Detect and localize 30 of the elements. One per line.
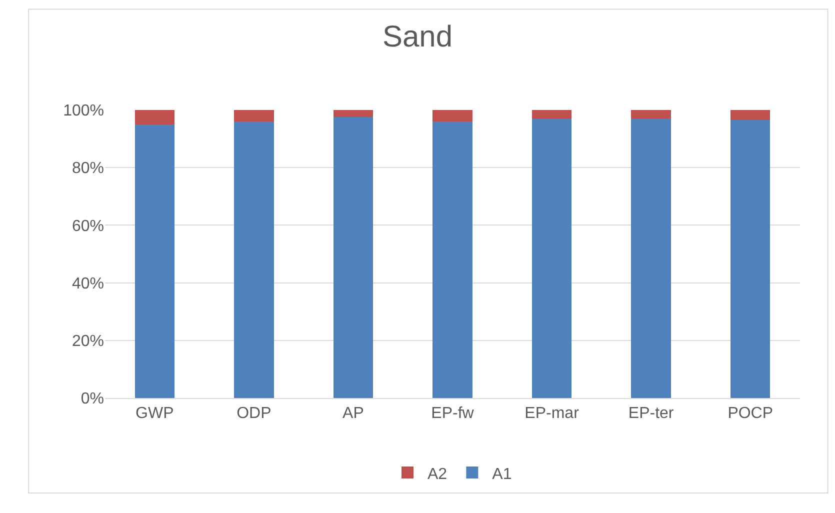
y-tick-label: 0%: [80, 390, 104, 408]
y-tick-label: 20%: [72, 333, 104, 350]
bar: [333, 117, 374, 398]
bar: [730, 110, 770, 120]
x-tick-label: ODP: [236, 405, 272, 422]
bar: [532, 110, 572, 119]
chart-title: Sand: [382, 20, 453, 54]
bar: [134, 124, 174, 398]
x-tick-label: POCP: [728, 405, 774, 422]
bar: [432, 122, 472, 398]
y-tick-label: 80%: [72, 160, 104, 178]
x-tick-label: GWP: [136, 405, 174, 422]
bar: [532, 118, 572, 398]
x-tick-label: EP-fw: [431, 405, 474, 422]
bar: [234, 122, 274, 398]
y-tick-label: 100%: [63, 102, 104, 120]
x-tick-label: EP-ter: [628, 405, 674, 422]
bar: [432, 110, 472, 122]
bar: [333, 110, 374, 118]
x-tick-label: AP: [342, 405, 364, 422]
legend-label: A1: [492, 466, 512, 483]
bar: [730, 120, 770, 398]
bar: [631, 110, 671, 119]
legend-label: A2: [428, 466, 448, 483]
bar: [631, 118, 671, 398]
bar: [234, 110, 274, 122]
bar: [134, 110, 174, 124]
y-tick-label: 60%: [72, 218, 104, 235]
y-tick-label: 40%: [72, 275, 104, 292]
x-tick-label: EP-mar: [524, 405, 580, 422]
